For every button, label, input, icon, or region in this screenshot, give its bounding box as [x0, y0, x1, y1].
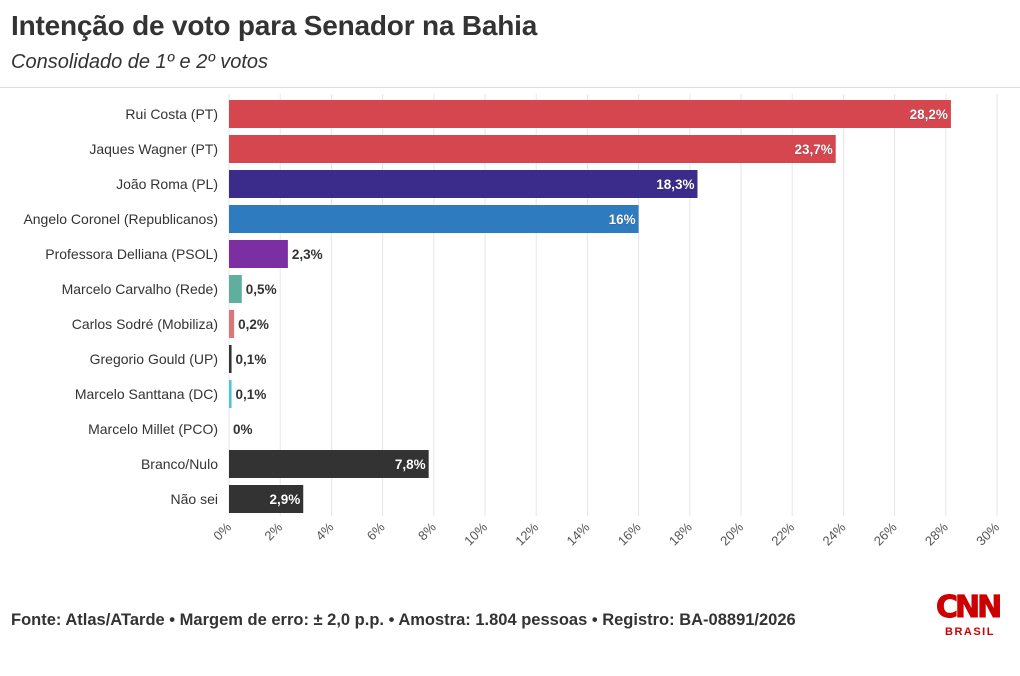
logo-main-text: CNN	[936, 590, 1003, 625]
bar-chart: 0% 2% 4% 6% 8% 10% 12% 14% 16% 18% 20% 22% 24% 26% 28%…	[23, 94, 1002, 549]
x-tick-label: 26%	[871, 519, 900, 548]
bar	[229, 100, 951, 128]
x-tick-label: 22%	[768, 519, 797, 548]
source-footer: Fonte: Atlas/ATarde • Margem de erro: ± …	[11, 611, 796, 629]
bar	[229, 485, 304, 513]
category-label: Angelo Coronel (Republicanos)	[23, 211, 218, 227]
x-tick-label: 28%	[922, 519, 951, 548]
x-tick-label: 12%	[512, 519, 541, 548]
cnn-brasil-logo: CNN BRASIL	[936, 590, 1003, 644]
logo-sub-text: BRASIL	[945, 626, 995, 638]
bar	[229, 240, 288, 268]
x-tick-label: 30%	[973, 519, 1002, 548]
bar	[229, 380, 232, 408]
bar	[229, 310, 235, 338]
category-label: Não sei	[171, 491, 218, 507]
x-tick-label: 0%	[210, 519, 234, 543]
category-label: Professora Delliana (PSOL)	[45, 246, 218, 262]
category-label: Rui Costa (PT)	[125, 106, 218, 122]
bar	[229, 275, 242, 303]
chart-subtitle: Consolidado de 1º e 2º votos	[11, 51, 269, 73]
data-label: 2,9%	[269, 492, 300, 507]
bar	[229, 450, 429, 478]
x-tick-label: 4%	[313, 519, 337, 543]
data-label: 23,7%	[794, 142, 832, 157]
category-label: Marcelo Carvalho (Rede)	[62, 281, 218, 297]
category-label: Jaques Wagner (PT)	[89, 141, 218, 157]
x-tick-label: 6%	[364, 519, 388, 543]
x-tick-label: 2%	[261, 519, 285, 543]
bar	[229, 135, 836, 163]
bar	[229, 345, 232, 373]
data-label: 0%	[233, 422, 253, 437]
x-tick-label: 8%	[415, 519, 439, 543]
data-label: 7,8%	[395, 457, 426, 472]
data-label: 0,5%	[246, 282, 277, 297]
data-label: 18,3%	[656, 177, 694, 192]
x-tick-label: 24%	[820, 519, 849, 548]
category-label: Marcelo Santtana (DC)	[75, 386, 218, 402]
category-label: Carlos Sodré (Mobiliza)	[72, 316, 218, 332]
x-tick-label: 20%	[717, 519, 746, 548]
category-label: Gregorio Gould (UP)	[90, 351, 218, 367]
x-tick-label: 14%	[564, 519, 593, 548]
chart-title: Intenção de voto para Senador na Bahia	[11, 10, 538, 41]
data-label: 0,2%	[238, 317, 269, 332]
category-label: Marcelo Millet (PCO)	[88, 421, 218, 437]
data-label: 16%	[609, 212, 636, 227]
category-label: Branco/Nulo	[141, 456, 218, 472]
x-tick-label: 16%	[615, 519, 644, 548]
data-label: 2,3%	[292, 247, 323, 262]
x-tick-label: 18%	[666, 519, 695, 548]
bar	[229, 170, 698, 198]
data-label: 0,1%	[236, 352, 267, 367]
data-label: 0,1%	[236, 387, 267, 402]
bar	[229, 205, 639, 233]
data-label: 28,2%	[910, 107, 948, 122]
x-tick-label: 10%	[461, 519, 490, 548]
category-label: João Roma (PL)	[116, 176, 218, 192]
header-divider	[0, 87, 1020, 88]
